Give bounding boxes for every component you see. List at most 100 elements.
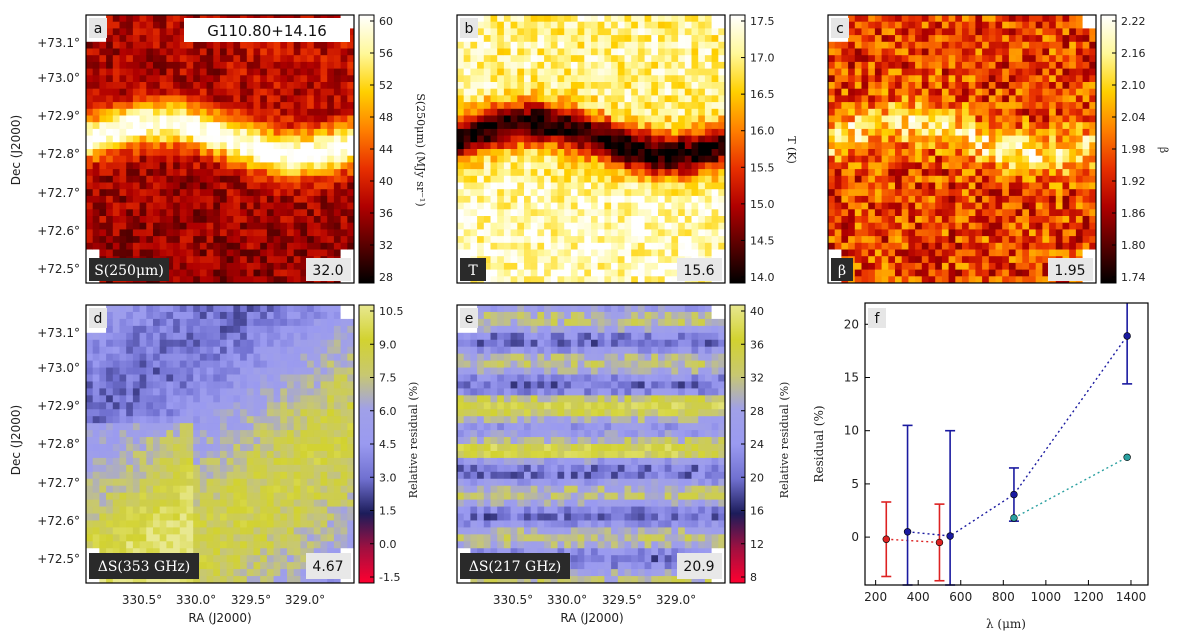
map-pixel bbox=[861, 175, 869, 183]
map-pixel bbox=[624, 21, 632, 29]
map-pixel bbox=[544, 15, 552, 23]
map-pixel bbox=[1075, 169, 1083, 177]
map-pixel bbox=[597, 175, 605, 183]
map-pixel bbox=[935, 262, 943, 270]
map-pixel bbox=[126, 15, 134, 23]
map-pixel bbox=[544, 229, 552, 237]
map-pixel bbox=[570, 202, 578, 210]
map-pixel bbox=[166, 242, 174, 250]
map-pixel bbox=[868, 222, 876, 230]
map-pixel bbox=[848, 195, 856, 203]
map-pixel bbox=[483, 262, 491, 270]
map-pixel bbox=[86, 416, 94, 424]
map-pixel bbox=[463, 249, 471, 257]
map-pixel bbox=[510, 15, 518, 23]
map-pixel bbox=[901, 182, 909, 190]
map-pixel bbox=[166, 41, 174, 49]
map-pixel bbox=[139, 242, 147, 250]
map-pixel bbox=[888, 195, 896, 203]
map-pixel bbox=[617, 189, 625, 197]
map-pixel bbox=[658, 175, 666, 183]
map-pixel bbox=[99, 162, 107, 170]
map-pixel bbox=[106, 175, 114, 183]
map-pixel bbox=[684, 15, 692, 23]
map-pixel bbox=[146, 95, 154, 103]
map-pixel bbox=[915, 249, 923, 257]
map-pixel bbox=[975, 175, 983, 183]
map-pixel bbox=[1075, 21, 1083, 29]
map-pixel bbox=[704, 189, 712, 197]
map-pixel bbox=[874, 48, 882, 56]
map-pixel bbox=[982, 82, 990, 90]
map-pixel bbox=[631, 48, 639, 56]
map-pixel bbox=[266, 55, 274, 63]
map-pixel bbox=[503, 28, 511, 36]
map-pixel bbox=[503, 222, 511, 230]
map-pixel bbox=[631, 249, 639, 257]
map-pixel bbox=[671, 256, 679, 264]
map-pixel bbox=[233, 169, 241, 177]
map-pixel bbox=[159, 95, 167, 103]
map-pixel bbox=[537, 155, 545, 163]
map-pixel bbox=[718, 162, 726, 170]
map-pixel bbox=[92, 195, 100, 203]
map-pixel bbox=[226, 195, 234, 203]
map-pixel bbox=[597, 102, 605, 110]
map-pixel bbox=[1022, 68, 1030, 76]
map-pixel bbox=[691, 68, 699, 76]
map-pixel bbox=[968, 202, 976, 210]
map-pixel bbox=[470, 48, 478, 56]
map-pixel bbox=[684, 249, 692, 257]
map-pixel bbox=[828, 249, 836, 257]
map-pixel bbox=[928, 222, 936, 230]
map-pixel bbox=[544, 209, 552, 217]
map-pixel bbox=[921, 175, 929, 183]
map-pixel bbox=[611, 48, 619, 56]
map-pixel bbox=[503, 169, 511, 177]
map-pixel bbox=[313, 95, 321, 103]
map-pixel bbox=[153, 35, 161, 43]
map-pixel bbox=[704, 122, 712, 130]
map-pixel bbox=[293, 262, 301, 270]
map-pixel bbox=[186, 236, 194, 244]
map-pixel bbox=[935, 162, 943, 170]
map-pixel bbox=[995, 155, 1003, 163]
map-pixel bbox=[1042, 55, 1050, 63]
map-pixel bbox=[928, 55, 936, 63]
map-pixel bbox=[941, 236, 949, 244]
map-pixel bbox=[293, 269, 301, 277]
map-pixel bbox=[119, 115, 127, 123]
map-pixel bbox=[86, 464, 94, 473]
map-pixel bbox=[678, 189, 686, 197]
map-pixel bbox=[597, 189, 605, 197]
map-pixel bbox=[293, 122, 301, 130]
map-pixel bbox=[126, 21, 134, 29]
map-pixel bbox=[868, 155, 876, 163]
map-pixel bbox=[300, 242, 308, 250]
map-pixel bbox=[1008, 162, 1016, 170]
map-pixel bbox=[988, 236, 996, 244]
map-pixel bbox=[517, 149, 525, 157]
map-pixel bbox=[503, 21, 511, 29]
map-pixel bbox=[1022, 75, 1030, 83]
map-pixel bbox=[948, 55, 956, 63]
map-pixel bbox=[1062, 55, 1070, 63]
map-pixel bbox=[497, 82, 505, 90]
map-pixel bbox=[106, 346, 114, 355]
map-pixel bbox=[711, 102, 719, 110]
ra-axis-label-e: RA (J2000) bbox=[560, 611, 623, 625]
map-pixel bbox=[463, 149, 471, 157]
map-pixel bbox=[119, 216, 127, 224]
map-pixel bbox=[611, 102, 619, 110]
map-pixel bbox=[1075, 15, 1083, 23]
map-pixel bbox=[704, 169, 712, 177]
map-pixel bbox=[604, 229, 612, 237]
map-pixel bbox=[577, 102, 585, 110]
map-pixel bbox=[861, 169, 869, 177]
map-pixel bbox=[166, 216, 174, 224]
map-pixel bbox=[868, 209, 876, 217]
map-pixel bbox=[975, 149, 983, 157]
map-pixel bbox=[982, 75, 990, 83]
map-pixel bbox=[895, 82, 903, 90]
map-pixel bbox=[982, 149, 990, 157]
